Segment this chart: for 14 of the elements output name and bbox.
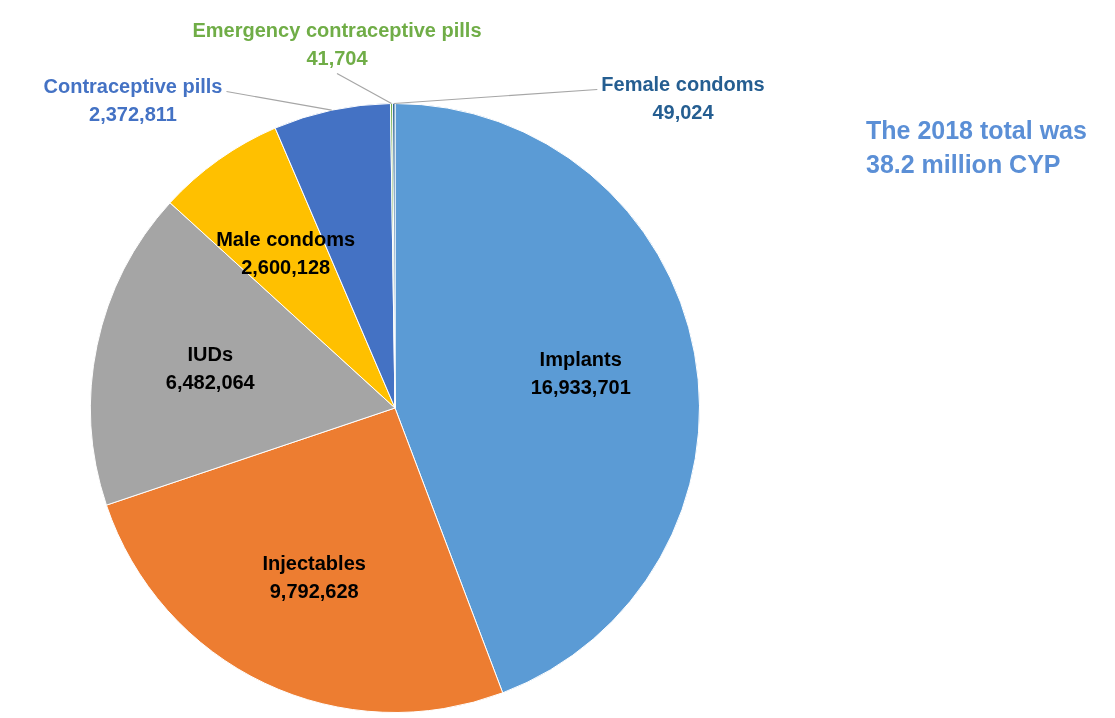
text: The 2018 total was 38.2 million CYP <box>866 115 1088 180</box>
slice-label: Emergency contraceptive pills <box>192 19 482 42</box>
data-label: 6,482,064 <box>165 370 256 393</box>
data-label: 2,372,811 <box>89 103 177 126</box>
slice-label: IUDs <box>187 342 234 365</box>
data-label: 2,600,128 <box>241 255 331 278</box>
slice-label: Implants <box>539 347 622 370</box>
data-label: 41,704 <box>306 47 369 70</box>
data-label: 49,024 <box>652 101 715 124</box>
slice-label: Female condoms <box>601 73 765 96</box>
data-label: 9,792,628 <box>269 580 359 603</box>
data-label: 16,933,701 <box>530 375 631 398</box>
slice-label: Injectables <box>262 552 366 575</box>
slice-label: Contraceptive pills <box>43 75 223 98</box>
